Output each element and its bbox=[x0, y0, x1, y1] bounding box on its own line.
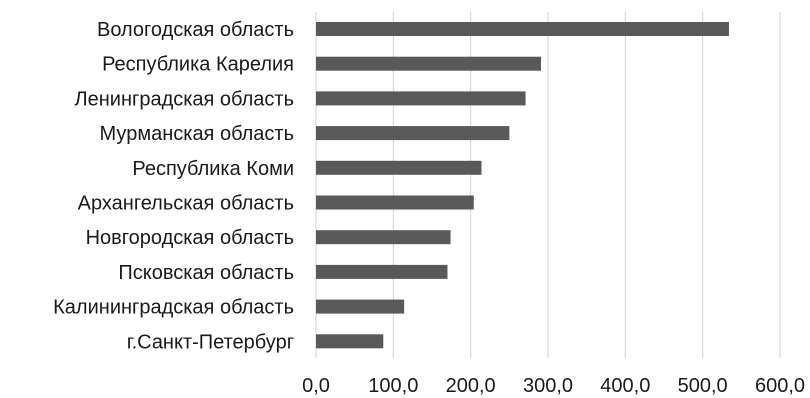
bar bbox=[316, 22, 729, 36]
bar bbox=[316, 160, 482, 175]
bar bbox=[316, 230, 451, 245]
category-label: Псковская область bbox=[118, 262, 294, 284]
category-label: Республика Коми bbox=[132, 158, 294, 180]
category-label: г.Санкт-Петербург bbox=[127, 331, 294, 353]
bar bbox=[316, 195, 474, 210]
x-tick-label: 200,0 bbox=[446, 375, 496, 397]
category-label: Архангельская область bbox=[78, 193, 294, 215]
category-label: Вологодская область bbox=[97, 19, 294, 41]
x-tick-label: 0,0 bbox=[302, 375, 330, 397]
bar bbox=[316, 299, 405, 314]
x-tick-label: 400,0 bbox=[600, 375, 650, 397]
category-label: Ленинградская область bbox=[75, 88, 294, 110]
category-label: Калининградская область bbox=[53, 297, 294, 319]
category-label: Мурманская область bbox=[100, 123, 294, 145]
bar bbox=[316, 126, 510, 141]
category-label: Республика Карелия bbox=[102, 54, 294, 76]
x-tick-label: 100,0 bbox=[368, 375, 418, 397]
category-label: Новгородская область bbox=[86, 227, 294, 249]
bar bbox=[316, 264, 448, 279]
bars bbox=[316, 22, 729, 349]
x-tick-label: 600,0 bbox=[755, 375, 805, 397]
x-tick-labels: 0,0 100,0 200,0 300,0 400,0 500,0 600,0 bbox=[302, 375, 805, 397]
bar bbox=[316, 334, 384, 349]
bar bbox=[316, 56, 542, 71]
bar bbox=[316, 91, 526, 106]
category-labels: Вологодская область Республика Карелия Лен… bbox=[53, 19, 294, 353]
x-tick-label: 300,0 bbox=[523, 375, 573, 397]
x-tick-label: 500,0 bbox=[678, 375, 728, 397]
